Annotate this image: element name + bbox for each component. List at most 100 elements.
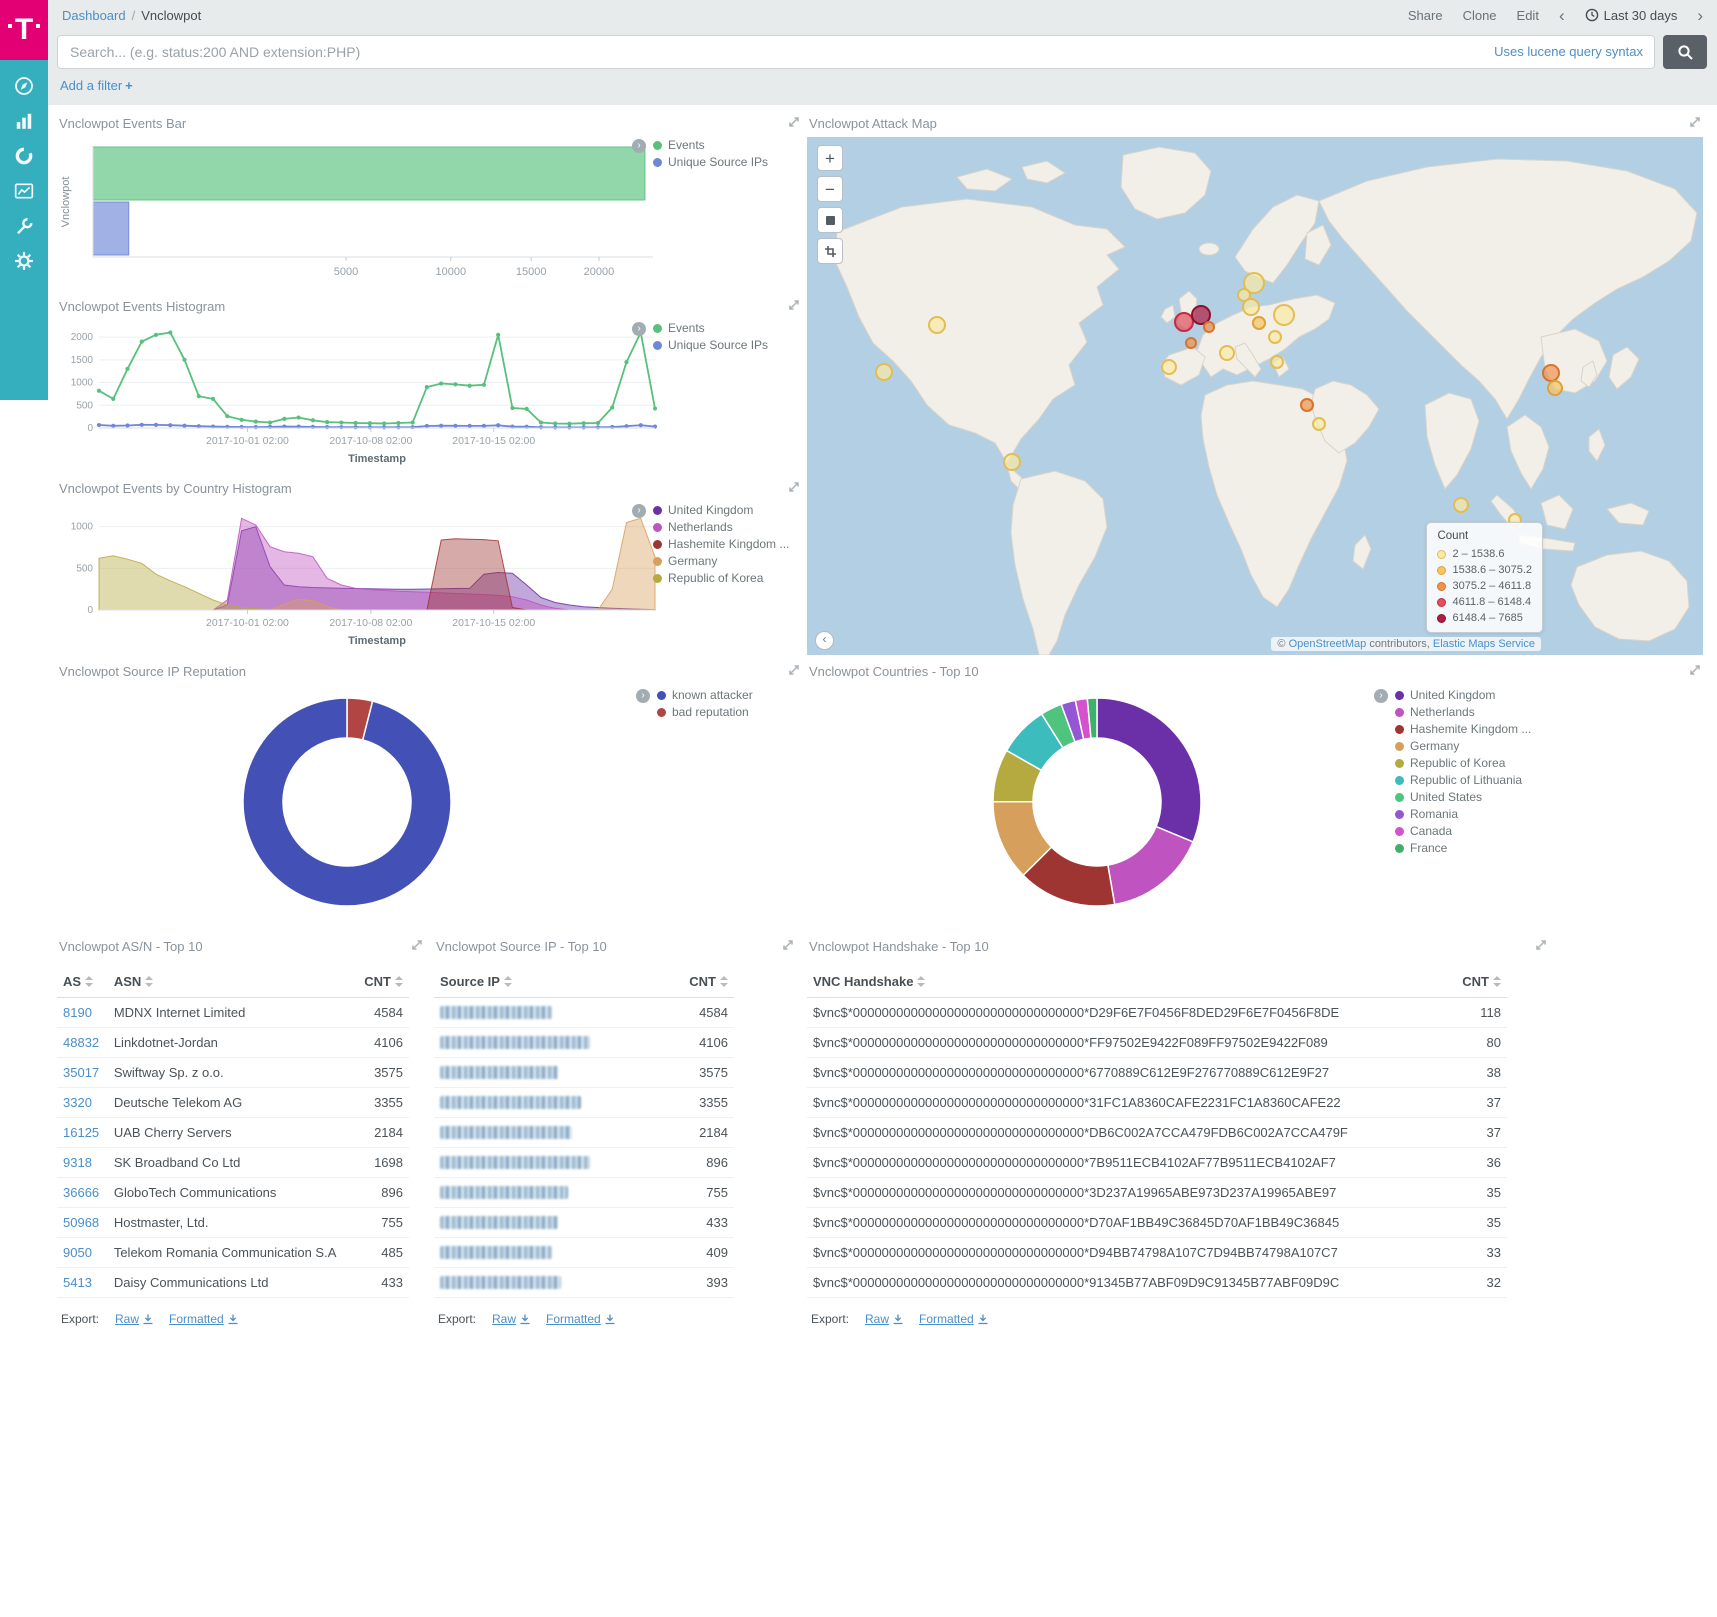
time-back-icon[interactable]: ‹ <box>1558 5 1565 25</box>
legend-toggle-icon[interactable]: › <box>632 322 646 336</box>
world-map[interactable]: + − Count 2 – 1538.6 1538.6 – 3075.2 3075.… <box>807 137 1703 655</box>
as-link[interactable]: 35017 <box>63 1065 100 1080</box>
search-button[interactable] <box>1663 35 1707 69</box>
as-link[interactable]: 9318 <box>63 1155 92 1170</box>
zoom-out-button[interactable]: − <box>817 176 843 202</box>
legend-item[interactable]: Netherlands <box>653 519 789 536</box>
legend-item[interactable]: Republic of Lithuania <box>1395 772 1531 789</box>
donut-slice[interactable] <box>242 697 452 907</box>
column-header-asn[interactable]: ASN <box>107 966 356 998</box>
map-marker[interactable] <box>1541 363 1560 382</box>
as-link[interactable]: 48832 <box>63 1035 100 1050</box>
search-input[interactable] <box>57 35 1655 69</box>
as-link[interactable]: 50968 <box>63 1215 100 1230</box>
expand-panel-icon[interactable] <box>1689 664 1701 676</box>
legend-item[interactable]: Germany <box>1395 738 1531 755</box>
map-marker[interactable] <box>1203 321 1216 334</box>
legend-item[interactable]: Canada <box>1395 823 1531 840</box>
legend-item[interactable]: United States <box>1395 789 1531 806</box>
map-marker[interactable] <box>1299 397 1314 412</box>
column-header-cnt[interactable]: CNT <box>662 966 734 998</box>
visualize-barchart-icon[interactable] <box>14 111 34 131</box>
legend-toggle-icon[interactable]: › <box>1374 689 1388 703</box>
column-header-vnc-handshake[interactable]: VNC Handshake <box>807 966 1448 998</box>
legend-item[interactable]: bad reputation <box>657 704 753 721</box>
map-marker[interactable] <box>1272 304 1295 327</box>
legend-item[interactable]: United Kingdom <box>653 502 789 519</box>
expand-panel-icon[interactable] <box>1689 116 1701 128</box>
legend-toggle-icon[interactable]: › <box>632 504 646 518</box>
column-header-as[interactable]: AS <box>57 966 108 998</box>
map-marker[interactable] <box>927 316 946 335</box>
add-filter-link[interactable]: Add a filter + <box>60 78 133 93</box>
expand-panel-icon[interactable] <box>788 116 800 128</box>
clone-button[interactable]: Clone <box>1462 7 1497 23</box>
legend-toggle-icon[interactable]: › <box>632 139 646 153</box>
donut-slice[interactable] <box>1107 825 1195 906</box>
legend-item[interactable]: Events <box>653 137 768 154</box>
donut-slice[interactable] <box>1096 697 1202 843</box>
export-formatted-link[interactable]: Formatted <box>169 1312 238 1326</box>
expand-panel-icon[interactable] <box>782 939 794 951</box>
expand-panel-icon[interactable] <box>1535 939 1547 951</box>
elastic-maps-service-link[interactable]: Elastic Maps Service <box>1432 638 1535 650</box>
legend-item[interactable]: Unique Source IPs <box>653 154 768 171</box>
export-formatted-link[interactable]: Formatted <box>546 1312 615 1326</box>
edit-button[interactable]: Edit <box>1516 7 1539 23</box>
fit-data-button[interactable] <box>817 207 843 233</box>
legend-item[interactable]: Hashemite Kingdom ... <box>1395 721 1531 738</box>
as-link[interactable]: 5413 <box>63 1275 92 1290</box>
as-link[interactable]: 16125 <box>63 1125 100 1140</box>
legend-item[interactable]: Unique Source IPs <box>653 337 768 354</box>
telekom-logo[interactable]: T <box>0 0 48 60</box>
share-button[interactable]: Share <box>1407 7 1443 23</box>
legend-item[interactable]: Romania <box>1395 806 1531 823</box>
time-range-picker[interactable]: Last 30 days <box>1585 8 1677 23</box>
legend-item[interactable]: known attacker <box>657 687 753 704</box>
map-marker[interactable] <box>1191 305 1212 326</box>
lucene-syntax-link[interactable]: Uses lucene query syntax <box>1494 44 1643 59</box>
legend-item[interactable]: Germany <box>653 553 789 570</box>
map-marker[interactable] <box>1267 329 1282 344</box>
legend-item[interactable]: Events <box>653 320 768 337</box>
management-gear-icon[interactable] <box>14 251 34 271</box>
as-link[interactable]: 3320 <box>63 1095 92 1110</box>
time-forward-icon[interactable]: › <box>1697 5 1703 25</box>
donut-slice[interactable] <box>1086 697 1098 740</box>
expand-panel-icon[interactable] <box>788 664 800 676</box>
map-marker[interactable] <box>1003 452 1022 471</box>
export-raw-link[interactable]: Raw <box>865 1312 903 1326</box>
map-marker[interactable] <box>1453 496 1470 513</box>
export-raw-link[interactable]: Raw <box>492 1312 530 1326</box>
legend-item[interactable]: Hashemite Kingdom ... <box>653 536 789 553</box>
as-link[interactable]: 36666 <box>63 1185 100 1200</box>
map-marker[interactable] <box>1547 380 1564 397</box>
legend-item[interactable]: Republic of Korea <box>1395 755 1531 772</box>
column-header-cnt[interactable]: CNT <box>1447 966 1507 998</box>
map-marker[interactable] <box>1160 358 1177 375</box>
timelion-icon[interactable] <box>14 181 34 201</box>
breadcrumb-dashboard-link[interactable]: Dashboard <box>62 7 126 23</box>
export-formatted-link[interactable]: Formatted <box>919 1312 988 1326</box>
zoom-in-button[interactable]: + <box>817 145 843 171</box>
column-header-cnt[interactable]: CNT <box>355 966 409 998</box>
column-header-source-ip[interactable]: Source IP <box>434 966 663 998</box>
map-marker[interactable] <box>1185 337 1198 350</box>
expand-panel-icon[interactable] <box>788 299 800 311</box>
openstreetmap-link[interactable]: OpenStreetMap <box>1288 638 1367 650</box>
expand-panel-icon[interactable] <box>788 481 800 493</box>
map-marker[interactable] <box>1242 297 1261 316</box>
map-marker[interactable] <box>1251 315 1266 330</box>
legend-toggle-icon[interactable]: › <box>636 689 650 703</box>
map-marker[interactable] <box>875 363 894 382</box>
legend-item[interactable]: Netherlands <box>1395 704 1531 721</box>
map-marker[interactable] <box>1270 354 1285 369</box>
as-link[interactable]: 9050 <box>63 1245 92 1260</box>
legend-item[interactable]: United Kingdom <box>1395 687 1531 704</box>
draw-rectangle-button[interactable] <box>817 238 843 264</box>
expand-panel-icon[interactable] <box>411 939 423 951</box>
dashboard-donut-icon[interactable] <box>14 146 34 166</box>
legend-item[interactable]: Republic of Korea <box>653 570 789 587</box>
attribution-toggle-icon[interactable]: ‹ <box>815 631 834 650</box>
devtools-wrench-icon[interactable] <box>14 216 34 236</box>
